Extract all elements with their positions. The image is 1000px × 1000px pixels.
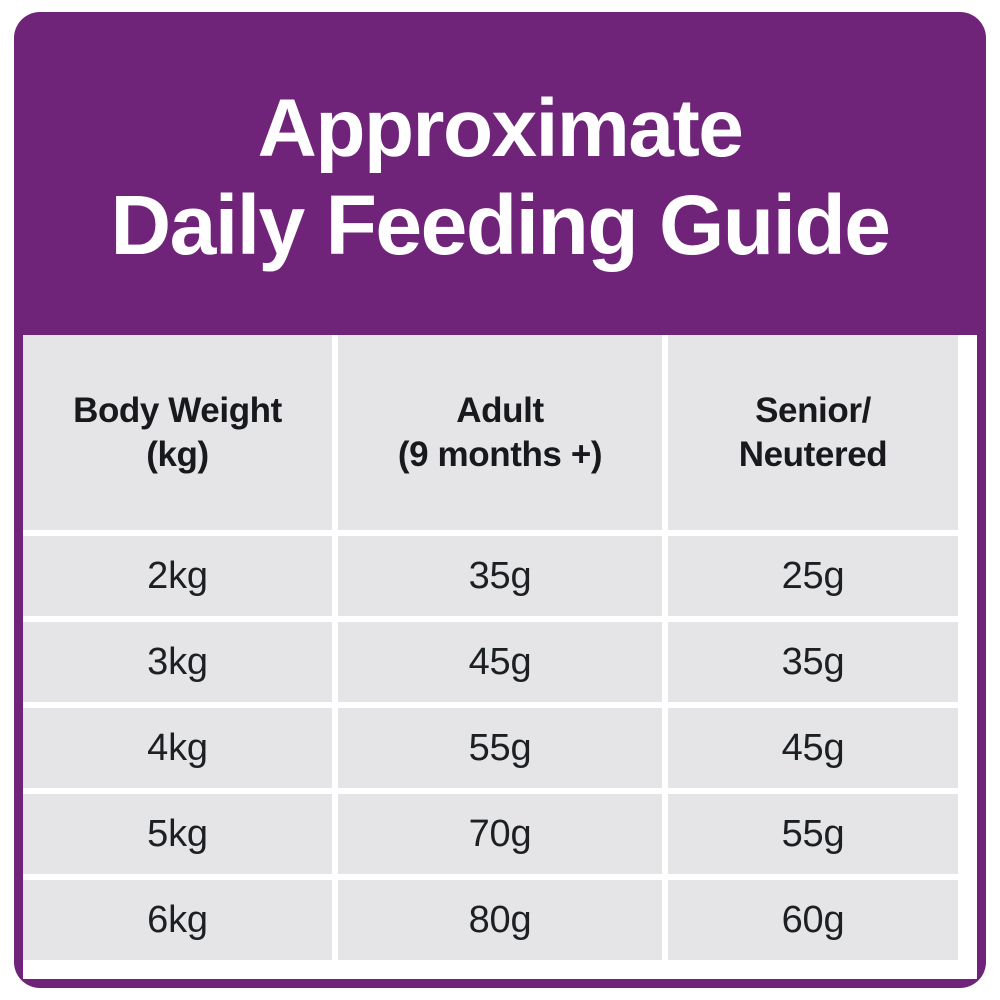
cell-adult: 70g [338,794,662,874]
cell-senior-neutered: 55g [668,794,958,874]
cell-body-weight: 3kg [23,622,332,702]
table-row: 5kg 70g 55g [23,794,977,874]
column-header-senior-neutered-line2: Neutered [738,434,888,474]
column-header-adult-line2: (9 months +) [397,434,603,474]
page-title-line-2: Daily Feeding Guide [110,177,891,272]
column-header-senior-neutered-line1: Senior/ [755,390,871,430]
table-row: 6kg 80g 60g [23,880,977,960]
column-header-body-weight-line1: Body Weight [73,390,282,430]
cell-body-weight: 6kg [23,880,332,960]
cell-body-weight: 4kg [23,708,332,788]
cell-senior-neutered: 45g [668,708,958,788]
table-row: 2kg 35g 25g [23,536,977,616]
cell-senior-neutered: 25g [668,536,958,616]
column-header-body-weight: Body Weight (kg) [23,335,332,530]
column-header-adult: Adult (9 months +) [338,335,662,530]
feeding-guide-table: Body Weight (kg) Adult (9 months +) Seni… [23,335,977,979]
column-header-body-weight-line2: (kg) [146,434,209,474]
cell-body-weight: 5kg [23,794,332,874]
table-row: 4kg 55g 45g [23,708,977,788]
feeding-guide-card: Approximate Daily Feeding Guide Body Wei… [14,12,986,988]
column-header-senior-neutered: Senior/ Neutered [668,335,958,530]
cell-senior-neutered: 35g [668,622,958,702]
cell-senior-neutered: 60g [668,880,958,960]
cell-adult: 55g [338,708,662,788]
column-header-adult-line1: Adult [456,390,544,430]
page-title-line-1: Approximate [257,82,744,174]
card-header: Approximate Daily Feeding Guide [14,12,986,335]
cell-adult: 80g [338,880,662,960]
cell-adult: 35g [338,536,662,616]
cell-body-weight: 2kg [23,536,332,616]
table-row: 3kg 45g 35g [23,622,977,702]
table-header-row: Body Weight (kg) Adult (9 months +) Seni… [23,335,977,530]
cell-adult: 45g [338,622,662,702]
